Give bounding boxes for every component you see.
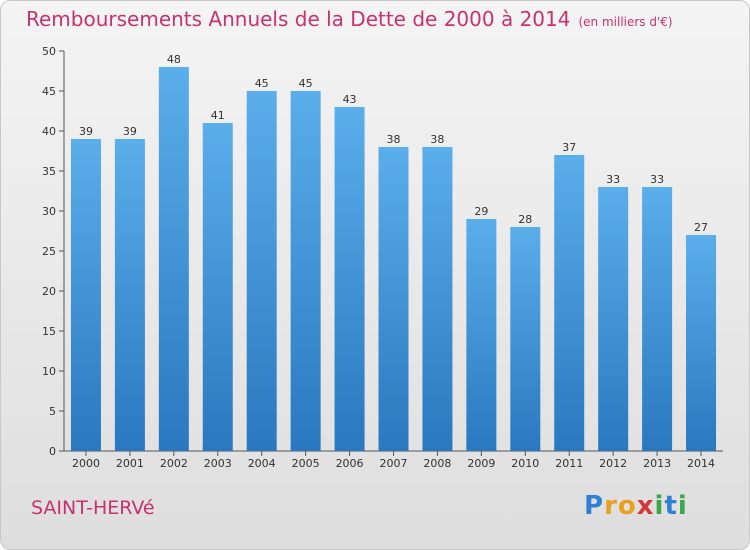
y-tick-label: 0	[49, 445, 56, 458]
bar	[158, 67, 189, 451]
x-tick-label: 2005	[292, 457, 320, 470]
bar	[642, 187, 673, 451]
bar	[510, 227, 541, 451]
x-tick-label: 2003	[204, 457, 232, 470]
bars	[70, 67, 717, 451]
x-tick-label: 2009	[467, 457, 495, 470]
data-label: 28	[518, 213, 532, 226]
x-tick-label: 2011	[555, 457, 583, 470]
logo-letter: t	[664, 491, 678, 521]
data-label: 33	[650, 173, 664, 186]
data-label: 33	[606, 173, 620, 186]
x-tick-label: 2010	[511, 457, 539, 470]
x-tick-label: 2001	[116, 457, 144, 470]
y-tick-label: 50	[42, 45, 56, 58]
x-tick-label: 2006	[336, 457, 364, 470]
logo-letter: r	[604, 491, 618, 521]
logo-letter: i	[654, 491, 665, 521]
data-label: 41	[211, 109, 225, 122]
bar	[598, 187, 629, 451]
proxiti-logo: Proxiti	[584, 491, 688, 521]
commune-name: SAINT-HERVé	[31, 497, 155, 519]
x-tick-label: 2007	[380, 457, 408, 470]
data-label: 39	[123, 125, 137, 138]
data-label: 27	[694, 221, 708, 234]
y-tick-label: 25	[42, 245, 56, 258]
y-tick-label: 30	[42, 205, 56, 218]
y-tick-label: 40	[42, 125, 56, 138]
bar	[70, 139, 101, 451]
logo-letter: i	[677, 491, 688, 521]
data-label: 39	[79, 125, 93, 138]
data-label: 37	[562, 141, 576, 154]
x-tick-label: 2002	[160, 457, 188, 470]
value-labels: 39 39 48 41 45 45 43 38 38 29 28 37 33 33 27	[79, 53, 708, 234]
x-tick-label: 2014	[687, 457, 715, 470]
unit-note: (en milliers d'€)	[578, 15, 673, 29]
axes: 0 5 10 15 20 25 30 35 40 45 50 2000 2001 2002 2003 2004…	[42, 45, 723, 470]
bar	[246, 91, 277, 451]
x-tick-label: 2004	[248, 457, 276, 470]
x-tick-label: 2013	[643, 457, 671, 470]
data-label: 45	[255, 77, 269, 90]
bar	[422, 147, 453, 451]
data-label: 48	[167, 53, 181, 66]
y-tick-label: 35	[42, 165, 56, 178]
data-label: 29	[474, 205, 488, 218]
chart-title: Remboursements Annuels de la Dette de 20…	[26, 7, 673, 31]
bar	[290, 91, 321, 451]
x-tick-label: 2000	[72, 457, 100, 470]
bar	[466, 219, 497, 451]
x-tick-label: 2008	[423, 457, 451, 470]
bar	[554, 155, 585, 451]
y-tick-label: 15	[42, 325, 56, 338]
logo-letter: x	[636, 491, 655, 521]
y-tick-label: 20	[42, 285, 56, 298]
bar	[686, 235, 717, 451]
bar	[202, 123, 233, 451]
data-label: 38	[387, 133, 401, 146]
logo-letter: P	[584, 491, 605, 521]
data-label: 43	[343, 93, 357, 106]
x-tick-label: 2012	[599, 457, 627, 470]
bar	[334, 107, 365, 451]
chart-title-text: Remboursements Annuels de la Dette de 20…	[26, 7, 571, 31]
bar	[378, 147, 409, 451]
y-tick-label: 45	[42, 85, 56, 98]
data-label: 45	[299, 77, 313, 90]
data-label: 38	[430, 133, 444, 146]
y-tick-label: 5	[49, 405, 56, 418]
y-tick-label: 10	[42, 365, 56, 378]
bar	[114, 139, 145, 451]
logo-letter: o	[617, 491, 637, 521]
